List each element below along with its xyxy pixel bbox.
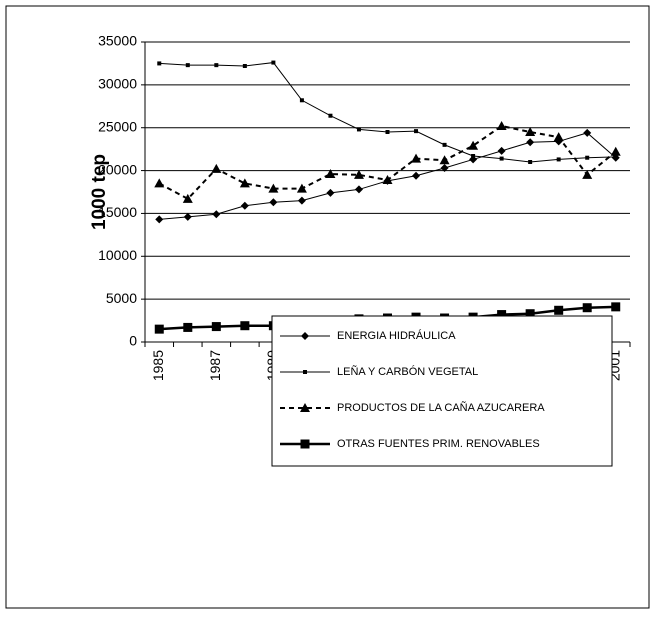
marker bbox=[525, 127, 536, 136]
marker bbox=[497, 146, 506, 155]
y-tick-label: 35000 bbox=[98, 33, 137, 49]
marker bbox=[356, 127, 361, 132]
marker bbox=[353, 169, 364, 179]
marker bbox=[154, 178, 165, 188]
marker bbox=[468, 140, 479, 150]
marker bbox=[412, 171, 421, 180]
legend: ENERGIA HIDRÁULICA LEÑA Y CARBÓN VEGETAL P… bbox=[271, 315, 613, 467]
marker bbox=[526, 138, 535, 147]
marker bbox=[556, 157, 561, 162]
legend-label: LEÑA Y CARBÓN VEGETAL bbox=[337, 365, 478, 378]
y-axis-label: 1000 tep bbox=[89, 154, 110, 230]
marker bbox=[240, 201, 249, 210]
marker bbox=[301, 332, 309, 340]
marker bbox=[212, 210, 221, 219]
marker bbox=[242, 64, 247, 68]
marker bbox=[414, 129, 419, 134]
y-tick-label: 10000 bbox=[98, 247, 137, 263]
marker bbox=[182, 193, 193, 203]
y-tick-label: 5000 bbox=[106, 290, 137, 306]
y-tick-label: 30000 bbox=[98, 76, 137, 92]
y-tick-label: 25000 bbox=[98, 118, 137, 134]
marker bbox=[155, 215, 164, 224]
marker bbox=[239, 178, 250, 188]
marker bbox=[382, 175, 393, 184]
marker bbox=[354, 185, 363, 194]
marker bbox=[554, 305, 564, 315]
marker bbox=[157, 61, 162, 66]
legend-label: OTRAS FUENTES PRIM. RENOVABLES bbox=[337, 438, 540, 450]
marker bbox=[525, 309, 535, 319]
marker bbox=[496, 121, 507, 130]
y-tick-label: 20000 bbox=[98, 161, 137, 177]
marker bbox=[296, 183, 307, 193]
marker bbox=[269, 198, 278, 207]
marker bbox=[442, 142, 447, 147]
marker bbox=[183, 212, 192, 221]
marker bbox=[211, 163, 222, 173]
marker bbox=[183, 322, 193, 332]
marker bbox=[325, 169, 336, 178]
marker bbox=[585, 155, 590, 160]
marker bbox=[411, 153, 422, 163]
marker bbox=[300, 439, 310, 449]
marker bbox=[583, 128, 592, 137]
marker bbox=[440, 164, 449, 172]
marker bbox=[385, 130, 390, 134]
chart-frame bbox=[5, 5, 650, 609]
x-tick-label: 1987 bbox=[207, 350, 223, 381]
marker bbox=[240, 321, 250, 331]
marker bbox=[154, 324, 164, 334]
marker bbox=[528, 160, 533, 164]
marker bbox=[268, 183, 279, 193]
marker bbox=[328, 113, 333, 118]
marker bbox=[611, 302, 621, 312]
marker bbox=[610, 146, 621, 156]
marker bbox=[439, 155, 450, 165]
marker bbox=[471, 154, 476, 158]
marker bbox=[211, 322, 221, 332]
marker bbox=[497, 310, 507, 320]
x-tick-label: 1985 bbox=[150, 350, 166, 381]
y-tick-label: 0 bbox=[129, 333, 137, 349]
marker bbox=[303, 370, 307, 374]
marker bbox=[185, 63, 190, 68]
marker bbox=[582, 303, 592, 313]
marker bbox=[582, 169, 593, 179]
marker bbox=[214, 63, 219, 68]
marker bbox=[271, 60, 276, 65]
legend-label: PRODUCTOS DE LA CAÑA AZUCARERA bbox=[337, 401, 545, 414]
marker bbox=[326, 188, 335, 197]
marker bbox=[300, 403, 310, 412]
marker bbox=[553, 132, 564, 142]
legend-label: ENERGIA HIDRÁULICA bbox=[337, 329, 456, 342]
marker bbox=[499, 156, 504, 161]
marker bbox=[297, 196, 306, 205]
legend-box bbox=[271, 315, 613, 467]
marker bbox=[299, 98, 304, 103]
marker bbox=[613, 154, 618, 159]
y-tick-label: 15000 bbox=[98, 204, 137, 220]
